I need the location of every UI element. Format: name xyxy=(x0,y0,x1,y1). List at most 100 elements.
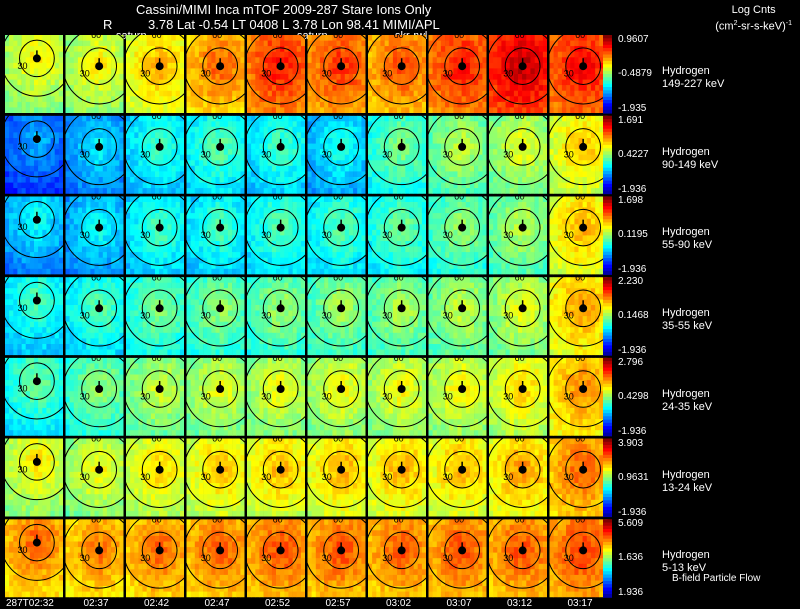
colorbar xyxy=(603,115,612,195)
contour-label-30: 30 xyxy=(503,149,513,159)
planet-disk xyxy=(276,465,285,474)
contour-30 xyxy=(444,370,481,408)
ena-image-panel: 30 60 xyxy=(186,115,245,194)
contour-30 xyxy=(444,208,481,247)
contour-label-30: 30 xyxy=(18,545,28,555)
colorbar-tick-min: -1.936 xyxy=(618,425,647,437)
contour-label-30: 30 xyxy=(443,311,453,321)
contour-label-60: 60 xyxy=(212,272,222,282)
contour-30 xyxy=(141,450,178,489)
band-label: Hydrogen 55-90 keV xyxy=(662,226,712,252)
contour-label-30: 30 xyxy=(201,311,211,321)
band-label: Hydrogen 149-227 keV xyxy=(662,65,724,91)
colorbar-tick-min: -1.936 xyxy=(618,506,647,518)
contour-label-60: 60 xyxy=(394,30,404,40)
contour-label-60: 60 xyxy=(394,111,404,121)
time-label: 03:07 xyxy=(446,598,472,609)
contour-30 xyxy=(141,531,178,570)
contour-label-30: 30 xyxy=(382,391,392,401)
planet-disk xyxy=(95,465,104,474)
time-label: 02:42 xyxy=(144,598,170,609)
planet-disk xyxy=(397,304,406,313)
planet-disk xyxy=(95,62,104,71)
contour-30 xyxy=(19,523,55,562)
contour-30 xyxy=(323,47,360,85)
ena-image-panel: 30 60 xyxy=(428,277,487,356)
colorbar-title-sup2: -1 xyxy=(785,20,792,27)
colorbar-title-units-b: -sr-s-keV) xyxy=(737,20,786,33)
contour-30 xyxy=(383,47,420,85)
ena-image-panel: 30 60 xyxy=(368,196,426,275)
contour-60 xyxy=(489,115,547,186)
contour-30 xyxy=(262,47,299,85)
contour-label-60: 60 xyxy=(515,111,525,121)
contour-label-30: 30 xyxy=(322,149,332,159)
colorbar-tick-mid: 0.4298 xyxy=(618,390,649,402)
contour-30 xyxy=(141,208,178,247)
contour-label-30: 30 xyxy=(503,391,513,401)
ena-image-panel: 30 60 xyxy=(307,35,366,113)
contour-30 xyxy=(141,47,178,85)
contour-label-30: 30 xyxy=(80,472,90,482)
contour-label-30: 30 xyxy=(503,472,513,482)
ena-image-panel: 30 60 xyxy=(368,111,426,194)
planet-disk xyxy=(458,546,467,555)
contour-label-30: 30 xyxy=(443,149,453,159)
planet-disk xyxy=(32,457,41,466)
contour-30 xyxy=(565,370,602,408)
contour-60 xyxy=(549,519,608,589)
contour-label-60: 60 xyxy=(91,111,101,121)
contour-30 xyxy=(19,362,55,400)
contour-30 xyxy=(565,208,602,247)
contour-label-30: 30 xyxy=(322,69,332,79)
contour-30 xyxy=(565,128,602,166)
contour-30 xyxy=(504,450,541,489)
contour-label-30: 30 xyxy=(140,149,150,159)
contour-30 xyxy=(383,531,420,570)
planet-disk xyxy=(32,296,41,305)
contour-label-30: 30 xyxy=(443,472,453,482)
planet-disk xyxy=(155,465,164,474)
contour-30 xyxy=(141,370,178,408)
colorbar-tick-max: 1.691 xyxy=(618,114,644,126)
contour-60 xyxy=(5,357,63,420)
contour-30 xyxy=(444,531,481,570)
contour-60 xyxy=(186,115,245,186)
contour-60 xyxy=(307,519,366,589)
band-species: Hydrogen xyxy=(662,387,710,400)
contour-30 xyxy=(262,450,299,489)
contour-60 xyxy=(307,357,366,428)
contour-60 xyxy=(307,277,366,347)
contour-30 xyxy=(565,450,602,489)
contour-60 xyxy=(5,196,63,259)
contour-label-30: 30 xyxy=(382,553,392,563)
contour-label-60: 60 xyxy=(454,192,464,202)
contour-60 xyxy=(428,35,487,105)
ena-image-panel: 30 60 xyxy=(428,438,487,517)
colorbar-tick-mid: -0.4879 xyxy=(618,68,652,79)
band-label: Hydrogen 90-149 keV xyxy=(662,146,718,172)
figure-title: Cassini/MIMI Inca mTOF 2009-287 Stare Io… xyxy=(136,2,432,17)
planet-disk xyxy=(579,385,588,393)
ena-image-panel: 30 60 xyxy=(126,438,184,517)
ena-image-panel: 30 60 xyxy=(307,519,366,598)
contour-label-30: 30 xyxy=(201,391,211,401)
contour-30 xyxy=(383,208,420,247)
contour-label-60: 60 xyxy=(29,22,39,32)
planet-disk xyxy=(95,546,104,555)
